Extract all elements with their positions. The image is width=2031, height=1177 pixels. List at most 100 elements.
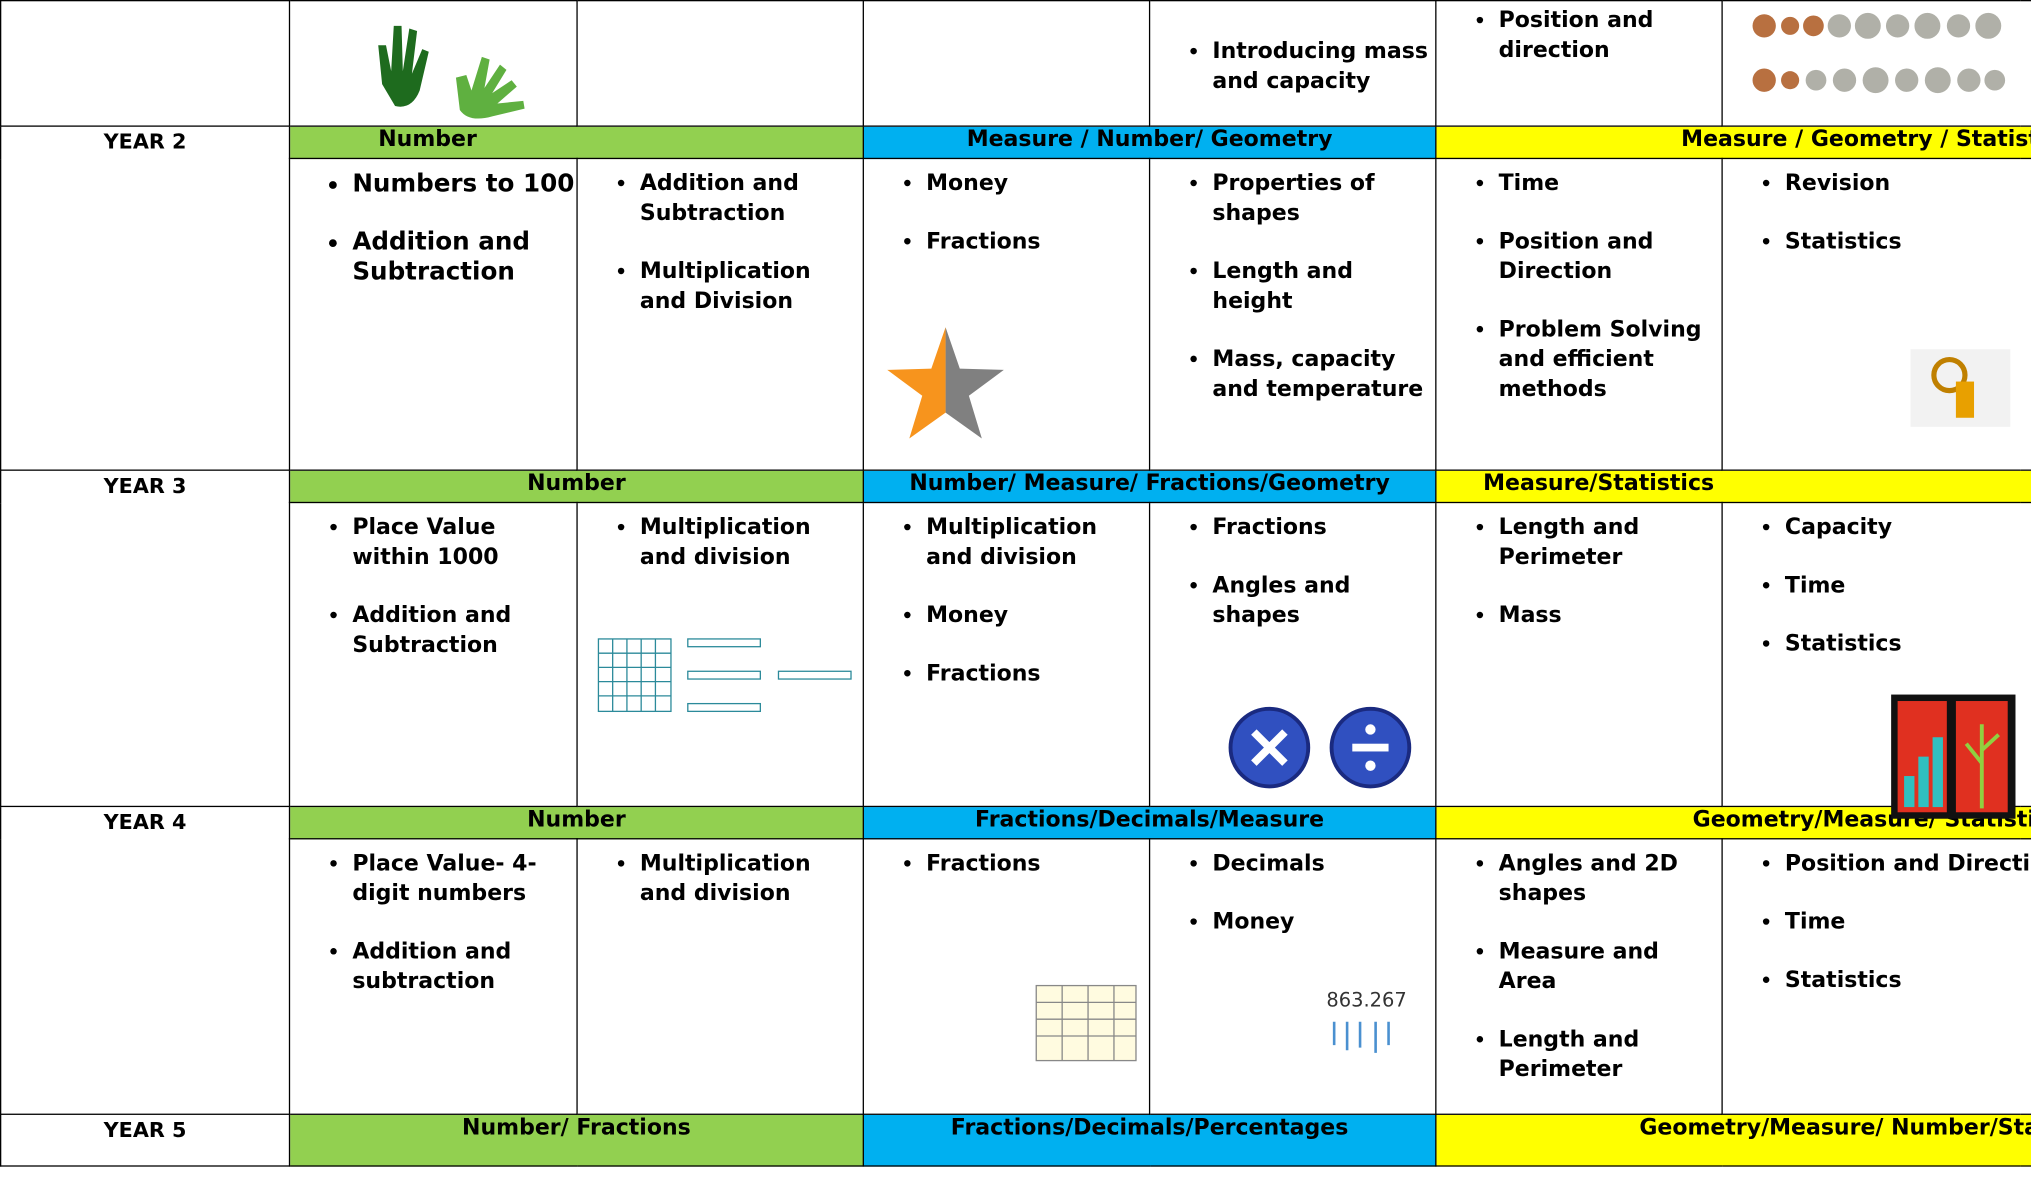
cell: Capacity Time Statistics — [1721, 501, 2031, 808]
list-item: Fractions — [926, 660, 1149, 690]
cell — [862, 0, 1151, 127]
list-item: Position and Direction — [1499, 228, 1722, 287]
list-item: Fractions — [1212, 513, 1435, 543]
section-header: Measure / Number/ Geometry — [862, 125, 1437, 160]
bullet-list: Properties of shapes Length and height Mas… — [1150, 169, 1435, 404]
cell: Fractions — [862, 838, 1151, 1115]
list-item: Multiplication and division — [640, 513, 863, 572]
list-item: Mass, capacity and temperature — [1212, 345, 1435, 404]
cell: Length and Perimeter Mass — [1435, 501, 1723, 808]
section-header: Number — [288, 469, 864, 504]
cell — [576, 0, 864, 127]
list-item: Capacity — [1785, 513, 2031, 543]
bullet-list: Multiplication and division Money Fraction… — [864, 513, 1149, 689]
list-item: Properties of shapes — [1212, 169, 1435, 228]
bullet-list: Capacity Time Statistics — [1723, 513, 2031, 659]
list-item: Multiplication and division — [926, 513, 1149, 572]
section-header: Number — [288, 805, 864, 840]
section-header: Fractions/Decimals/Percentages — [862, 1113, 1437, 1167]
year-label: YEAR 5 — [0, 1113, 291, 1167]
content-row: Place Value- 4-digit numbers Addition and… — [1, 838, 2031, 1115]
section-header: Number/ Measure/ Fractions/Geometry — [862, 469, 1437, 504]
list-item: Place Value- 4-digit numbers — [352, 850, 576, 909]
year-label: YEAR 4 — [0, 805, 291, 1115]
header-row: YEAR 3 Number Number/ Measure/ Fractions/G… — [0, 469, 2031, 808]
list-item: Addition and subtraction — [352, 938, 576, 997]
section-header: Fractions/Decimals/Measure — [862, 805, 1437, 840]
cell: Position and direction — [1435, 0, 1723, 127]
bullet-list: Place Value within 1000 Addition and Subt… — [290, 513, 576, 660]
list-item: Multiplication and division — [640, 850, 863, 909]
content-row: Place Value within 1000 Addition and Subt… — [1, 501, 2031, 808]
section-header: Geometry/Measure/ Number/Statistics — [1435, 1113, 2031, 1167]
list-item: Multiplication and Division — [640, 257, 863, 316]
cell: Time Position and Direction Problem Solvin… — [1435, 157, 1723, 471]
cell: Angles and 2D shapes Measure and Area Leng… — [1435, 838, 1723, 1115]
cell: Money Fractions — [862, 157, 1151, 471]
cell: Position and Direction Time Statistics — [1721, 838, 2031, 1115]
bullet-list: Position and Direction Time Statistics — [1723, 850, 2031, 996]
cell — [1721, 0, 2031, 127]
section-header: Measure / Geometry / Statistics — [1435, 125, 2031, 160]
cell: Place Value- 4-digit numbers Addition and… — [288, 838, 578, 1115]
bullet-list: Introducing mass and capacity — [1150, 38, 1435, 97]
section-header: Measure/Statistics — [1435, 469, 2031, 504]
list-item: Numbers to 100 — [352, 169, 576, 199]
bullet-list: Multiplication and division — [578, 850, 863, 909]
cell: Fractions Angles and shapes — [1148, 501, 1437, 808]
list-item: Problem Solving and efficient methods — [1499, 316, 1722, 405]
list-item: Fractions — [926, 228, 1149, 258]
list-item: Introducing mass and capacity — [1212, 38, 1435, 97]
table-row: Introducing mass and capacity Position an… — [0, 0, 2031, 127]
bullet-list: Addition and Subtraction Multiplication a… — [578, 169, 863, 316]
list-item: Angles and shapes — [1212, 572, 1435, 631]
section-header: Number — [288, 125, 864, 160]
bullet-list: Multiplication and division — [578, 513, 863, 572]
list-item: Length and Perimeter — [1499, 1026, 1722, 1085]
list-item: Decimals — [1212, 850, 1435, 880]
cell: Decimals Money — [1148, 838, 1437, 1115]
cell: Addition and Subtraction Multiplication a… — [576, 157, 864, 471]
bullet-list: Place Value- 4-digit numbers Addition and… — [290, 850, 576, 997]
bullet-list: Revision Statistics — [1723, 169, 2031, 257]
bullet-list: Time Position and Direction Problem Solvin… — [1436, 169, 1721, 404]
list-item: Addition and Subtraction — [640, 169, 863, 228]
list-item: Fractions — [926, 850, 1149, 880]
header-row: YEAR 5 Number/ Fractions Fractions/Decimal… — [0, 1113, 2031, 1167]
cell — [288, 0, 578, 127]
section-header: Geometry/Measure/ Statistics — [1435, 805, 2031, 840]
list-item: Statistics — [1785, 966, 2031, 996]
list-item: Money — [926, 601, 1149, 631]
bullet-list: Decimals Money — [1150, 850, 1435, 938]
list-item: Money — [926, 169, 1149, 199]
header-row: YEAR 4 Number Fractions/Decimals/Measure Ge… — [0, 805, 2031, 1115]
bullet-list: Fractions Angles and shapes — [1150, 513, 1435, 631]
list-item: Statistics — [1785, 630, 2031, 660]
row-label — [0, 0, 291, 127]
content-row: Numbers to 100Addition and SubtractionAd… — [1, 157, 2031, 471]
cell: Multiplication and division — [576, 838, 864, 1115]
list-item: Length and Perimeter — [1499, 513, 1722, 572]
list-item: Addition and Subtraction — [352, 601, 576, 660]
list-item: Mass — [1499, 601, 1722, 631]
list-item: Position and Direction — [1785, 850, 2031, 880]
cell: Numbers to 100 Addition and Subtraction — [288, 157, 578, 471]
cell: Introducing mass and capacity — [1148, 0, 1437, 127]
cell: Properties of shapes Length and height Mas… — [1148, 157, 1437, 471]
cell: Multiplication and division — [576, 501, 864, 808]
cell: Multiplication and division Money Fraction… — [862, 501, 1151, 808]
list-item: Addition and Subtraction — [352, 228, 576, 287]
cell: Place Value within 1000 Addition and Subt… — [288, 501, 578, 808]
year-label: YEAR 2 — [0, 125, 291, 471]
bullet-list: Length and Perimeter Mass — [1436, 513, 1721, 631]
list-item: Time — [1785, 908, 2031, 938]
list-item: Length and height — [1212, 257, 1435, 316]
bullet-list: Position and direction — [1436, 6, 1721, 65]
list-item: Measure and Area — [1499, 938, 1722, 997]
cell: Revision Statistics — [1721, 157, 2031, 471]
list-item: Time — [1785, 572, 2031, 602]
list-item: Revision — [1785, 169, 2031, 199]
